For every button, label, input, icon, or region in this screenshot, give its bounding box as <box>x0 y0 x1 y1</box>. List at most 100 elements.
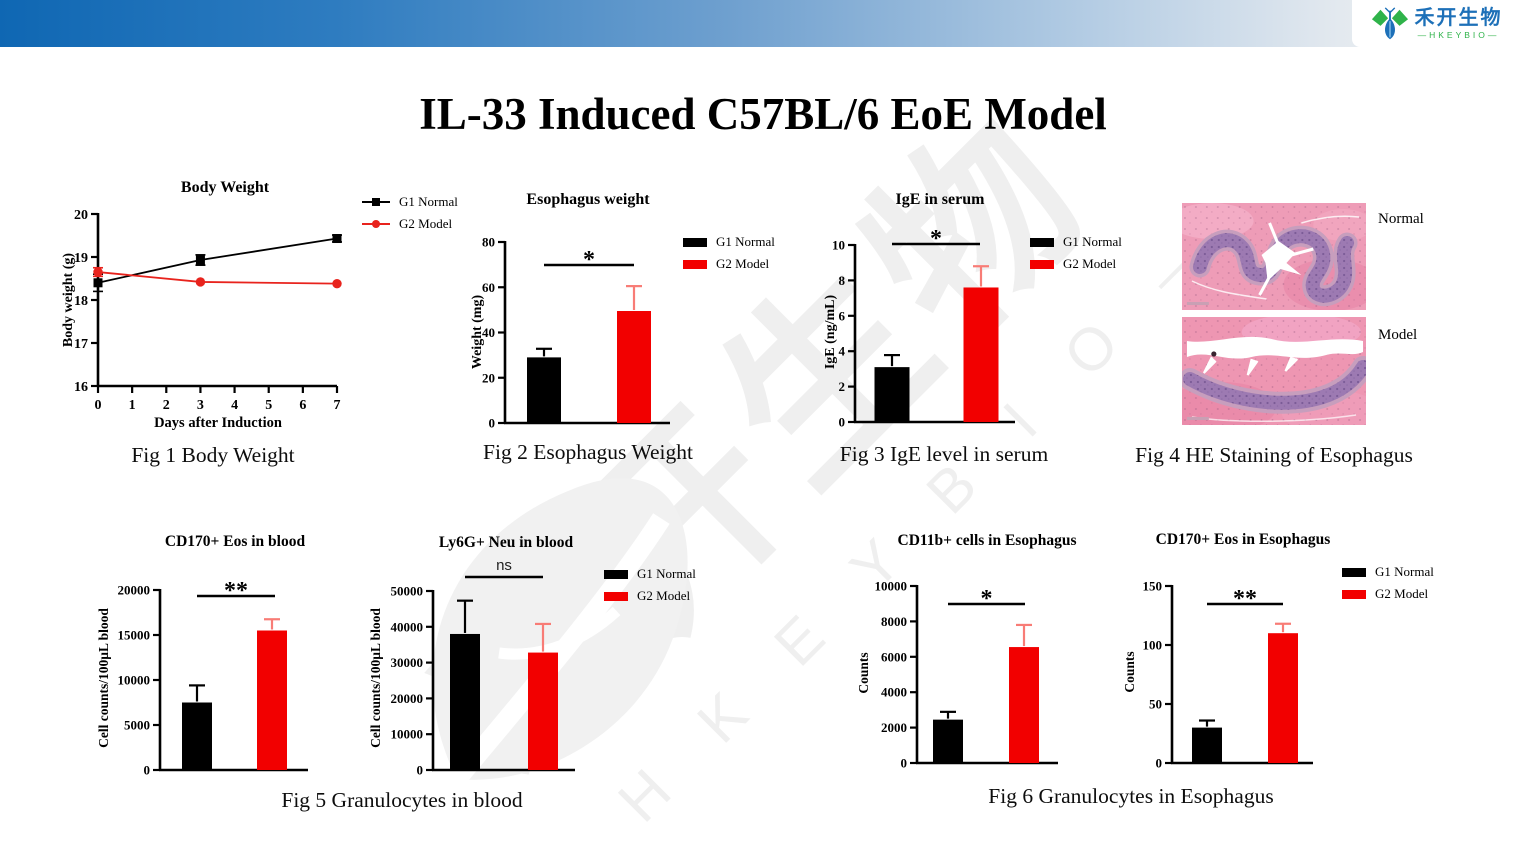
figure-caption-fig6: Fig 6 Granulocytes in Esophagus <box>988 784 1274 808</box>
figure-caption-fig1: Fig 1 Body Weight <box>131 443 295 467</box>
svg-text:17: 17 <box>74 337 88 352</box>
chart-title-esophagus-weight: Esophagus weight <box>526 191 650 208</box>
chart-title-ige-serum: IgE in serum <box>895 191 985 208</box>
svg-text:**: ** <box>1233 586 1257 612</box>
g1-line-square-marker-icon <box>362 197 390 207</box>
svg-text:*: * <box>981 586 993 612</box>
svg-text:20000: 20000 <box>391 691 424 706</box>
histology-image-model <box>1182 317 1366 425</box>
chart-title-body-weight: Body Weight <box>180 179 270 196</box>
legend-row-g2: G2 Model <box>1030 256 1122 272</box>
esophagus-weight-bar-chart: 0 20 40 60 80 * <box>482 235 670 431</box>
svg-text:150: 150 <box>1143 579 1163 594</box>
legend-row-g1: G1 Normal <box>362 194 458 210</box>
svg-text:*: * <box>930 226 942 252</box>
legend-row-g2: G2 Model <box>683 256 775 272</box>
he-stain-model <box>1182 317 1366 425</box>
g2-swatch-icon <box>1030 259 1054 269</box>
svg-text:2: 2 <box>163 398 170 413</box>
histology-image-normal <box>1182 203 1366 310</box>
svg-text:5: 5 <box>265 398 272 413</box>
body-weight-line-chart: 16 17 18 19 20 0 1 2 3 4 5 6 7 <box>74 208 342 413</box>
g1-swatch-icon <box>1030 237 1054 247</box>
svg-text:10000: 10000 <box>118 673 151 688</box>
legend-fig1: G1 Normal G2 Model <box>362 194 458 232</box>
figure-caption-fig2: Fig 2 Esophagus Weight <box>483 440 693 464</box>
logo-name-cn: 禾开生物 <box>1414 6 1503 29</box>
svg-text:10000: 10000 <box>875 579 908 594</box>
svg-text:60: 60 <box>482 280 495 295</box>
y-axis-label-fig1: Body weight (g) <box>61 252 76 348</box>
g1-swatch-icon <box>683 237 707 247</box>
ly6g-blood-bar-chart: 0 10000 20000 30000 40000 50000 ns <box>391 557 575 778</box>
svg-text:4000: 4000 <box>881 685 907 700</box>
svg-text:15000: 15000 <box>118 628 151 643</box>
legend-row-g1: G1 Normal <box>604 566 696 582</box>
svg-text:100: 100 <box>1143 638 1163 653</box>
histology-label-normal: Normal <box>1378 211 1424 227</box>
cd170-esophagus-bar-chart: 0 50 100 150 ** <box>1143 579 1313 771</box>
svg-text:0: 0 <box>839 415 846 430</box>
y-axis-label-fig5a: Cell counts/100µL blood <box>96 608 111 748</box>
g2-line-circle-marker-icon <box>362 219 390 229</box>
legend-row-g1: G1 Normal <box>683 234 775 250</box>
svg-text:30000: 30000 <box>391 655 424 670</box>
svg-text:0: 0 <box>417 763 424 778</box>
legend-fig6b: G1 Normal G2 Model <box>1342 564 1434 602</box>
g2-swatch-icon <box>1342 589 1366 599</box>
slide-title: IL-33 Induced C57BL/6 EoE Model <box>419 89 1107 139</box>
legend-g2-label: G2 Model <box>637 588 691 603</box>
svg-text:*: * <box>583 247 595 273</box>
svg-text:19: 19 <box>74 251 88 266</box>
y-axis-label-fig6b: Counts <box>1122 651 1137 693</box>
top-banner <box>0 0 1521 47</box>
svg-text:16: 16 <box>74 380 88 395</box>
histology-label-model: Model <box>1378 327 1418 343</box>
svg-text:0: 0 <box>95 398 102 413</box>
svg-text:8000: 8000 <box>881 614 907 629</box>
svg-text:20000: 20000 <box>118 583 151 598</box>
y-axis-label-fig2: Weight (mg) <box>470 294 485 370</box>
legend-row-g2: G2 Model <box>604 588 696 604</box>
g1-swatch-icon <box>604 569 628 579</box>
legend-row-g2: G2 Model <box>1342 586 1434 602</box>
svg-text:6: 6 <box>839 308 846 323</box>
ige-serum-bar-chart: 0 2 4 6 8 10 * <box>832 226 1015 430</box>
svg-text:40000: 40000 <box>391 619 424 634</box>
figure-caption-fig5: Fig 5 Granulocytes in blood <box>281 788 523 812</box>
he-stain-normal <box>1182 203 1366 310</box>
g2-swatch-icon <box>604 591 628 601</box>
cd170-blood-bar-chart: 0 5000 10000 15000 20000 ** <box>118 578 308 778</box>
svg-text:20: 20 <box>74 208 88 223</box>
chart-title-cd11b-esophagus: CD11b+ cells in Esophagus <box>897 532 1077 549</box>
cd11b-esophagus-bar-chart: 0 2000 4000 6000 8000 10000 * <box>875 579 1058 771</box>
svg-text:40: 40 <box>482 325 495 340</box>
svg-text:2000: 2000 <box>881 720 907 735</box>
x-axis-label-fig1: Days after Induction <box>154 415 282 431</box>
svg-text:4: 4 <box>231 398 238 413</box>
legend-g2-label: G2 Model <box>716 256 770 271</box>
svg-text:80: 80 <box>482 235 495 250</box>
svg-text:10: 10 <box>832 238 845 253</box>
figure-caption-fig3: Fig 3 IgE level in serum <box>839 442 1049 466</box>
logo-name-en: —HKEYBIO— <box>1417 29 1500 40</box>
svg-text:4: 4 <box>839 344 846 359</box>
svg-text:**: ** <box>224 578 248 604</box>
svg-text:0: 0 <box>144 763 151 778</box>
legend-g1-label: G1 Normal <box>1063 234 1122 249</box>
svg-text:0: 0 <box>1156 756 1163 771</box>
legend-row-g2: G2 Model <box>362 216 458 232</box>
g1-swatch-icon <box>1342 567 1366 577</box>
svg-text:50000: 50000 <box>391 584 424 599</box>
logo-text: 禾开生物 —HKEYBIO— <box>1415 8 1503 40</box>
g2-swatch-icon <box>683 259 707 269</box>
legend-fig2: G1 Normal G2 Model <box>683 234 775 272</box>
legend-g1-label: G1 Normal <box>637 566 696 581</box>
svg-text:6000: 6000 <box>881 649 907 664</box>
svg-text:10000: 10000 <box>391 727 424 742</box>
chart-title-ly6g-blood: Ly6G+ Neu in blood <box>438 534 574 551</box>
logo-icon <box>1371 6 1408 39</box>
legend-fig5b: G1 Normal G2 Model <box>604 566 696 604</box>
svg-text:5000: 5000 <box>124 718 150 733</box>
